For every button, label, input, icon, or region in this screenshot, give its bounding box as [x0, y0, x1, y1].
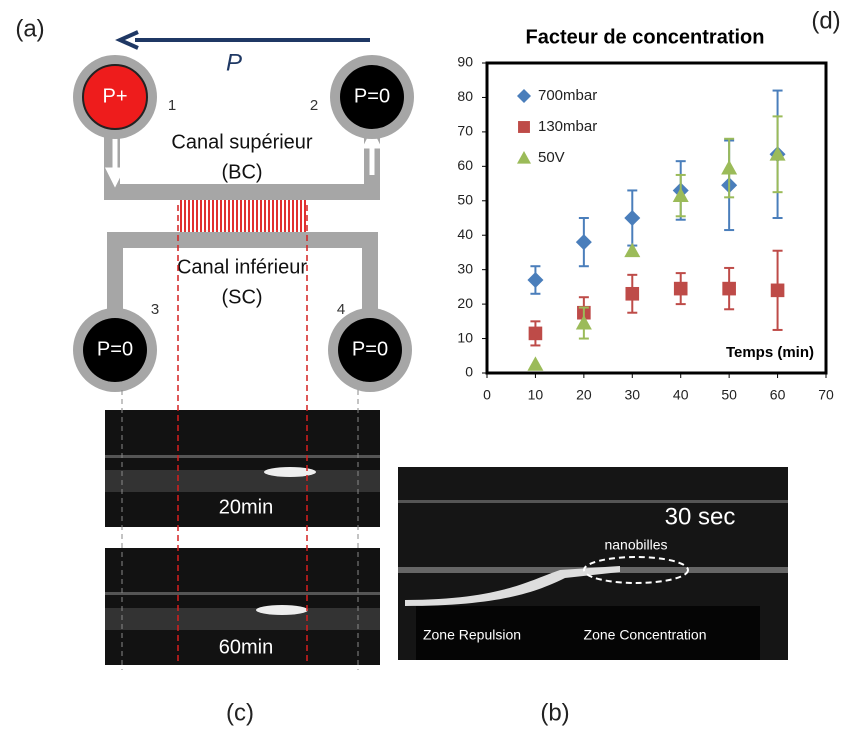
y-tick-label: 50: [457, 191, 473, 207]
diagram: P+ P=0 P=0 P=0 1 2 3 4 Canal supérieur (…: [15, 15, 414, 392]
channel-label: Canal supérieur: [171, 131, 313, 153]
port-label: P=0: [97, 338, 133, 360]
x-tick-label: 30: [624, 387, 640, 403]
bead-plug: [264, 467, 316, 477]
marker: [770, 283, 785, 298]
panel-label: (c): [226, 699, 254, 726]
panel-label: (b): [540, 699, 569, 726]
channel-edge: [398, 500, 788, 503]
port-number: 1: [168, 97, 176, 114]
x-tick-label: 0: [483, 387, 491, 403]
marker: [721, 160, 738, 175]
port-number: 2: [310, 97, 318, 114]
port-label: P=0: [354, 85, 390, 107]
flow-arrow: [361, 128, 383, 175]
flow-arrow: [104, 133, 126, 188]
marker: [528, 326, 543, 341]
x-tick-label: 60: [770, 387, 786, 403]
channel-edge: [105, 470, 380, 492]
y-tick-label: 20: [457, 295, 473, 311]
y-tick-label: 70: [457, 123, 473, 139]
channel-label: (SC): [221, 286, 262, 308]
bead-highlight: [583, 556, 689, 584]
image-label: nanobilles: [604, 537, 667, 553]
y-tick-label: 60: [457, 157, 473, 173]
channel-edge: [105, 455, 380, 458]
nanochannels: [178, 200, 308, 232]
bead-plug: [256, 605, 308, 615]
y-tick-label: 90: [457, 54, 473, 70]
panel-label: (a): [15, 15, 44, 42]
pressure-label: P: [226, 49, 242, 76]
port-label: P=0: [352, 338, 388, 360]
channel-edge: [105, 592, 380, 595]
x-tick-label: 10: [528, 387, 544, 403]
pressure-arrow: [115, 30, 139, 50]
marker: [625, 286, 640, 301]
marker: [769, 146, 786, 161]
micrograph: [105, 548, 380, 665]
micrographs: 20min 60min 30 sec nanobilles Zone Repul…: [105, 205, 788, 726]
port: [83, 318, 147, 382]
marker: [624, 210, 641, 226]
y-tick-label: 10: [457, 329, 473, 345]
marker: [575, 234, 592, 251]
port: [82, 64, 148, 130]
image-label: 60min: [219, 636, 273, 658]
y-tick-label: 80: [457, 88, 473, 104]
marker: [575, 315, 592, 330]
port: [338, 318, 402, 382]
port-label: P+: [102, 85, 127, 107]
image-label: 20min: [219, 496, 273, 518]
x-tick-label: 40: [673, 387, 689, 403]
marker: [672, 187, 689, 203]
micrograph: [105, 410, 380, 527]
legend-label: 700mbar: [538, 87, 597, 104]
channel-label: (BC): [221, 161, 262, 183]
legend-marker: [517, 151, 531, 164]
image-label: Zone Repulsion: [423, 627, 521, 643]
marker: [624, 242, 641, 258]
chart-title: Facteur de concentration: [526, 26, 765, 48]
channel-label: Canal inférieur: [177, 256, 307, 278]
panel-label: (d): [811, 7, 840, 34]
x-tick-label: 70: [818, 387, 834, 403]
marker: [673, 281, 688, 296]
channel: [416, 606, 760, 660]
lower-channel: [107, 232, 378, 330]
channel-edge: [105, 608, 380, 630]
image-label: 30 sec: [665, 503, 736, 530]
marker: [527, 356, 544, 371]
legend-marker: [518, 121, 530, 133]
legend-marker: [517, 89, 531, 103]
port-number: 3: [151, 301, 159, 318]
chart: Facteur de concentration (d) 0 10 20 30 40 50…: [457, 7, 840, 402]
marker: [527, 272, 544, 288]
bead-stream: [405, 566, 620, 606]
legend-label: 50V: [538, 149, 565, 166]
x-tick-label: 20: [576, 387, 592, 403]
x-tick-label: 50: [721, 387, 737, 403]
x-axis-label: Temps (min): [726, 344, 814, 361]
legend-label: 130mbar: [538, 118, 597, 135]
port-number: 4: [337, 301, 345, 318]
marker: [722, 281, 736, 296]
image-label: Zone Concentration: [584, 627, 707, 643]
plot-frame: [485, 61, 828, 375]
y-tick-label: 40: [457, 226, 473, 242]
y-tick-label: 30: [457, 260, 473, 276]
y-tick-label: 0: [465, 364, 473, 380]
port: [340, 65, 404, 129]
